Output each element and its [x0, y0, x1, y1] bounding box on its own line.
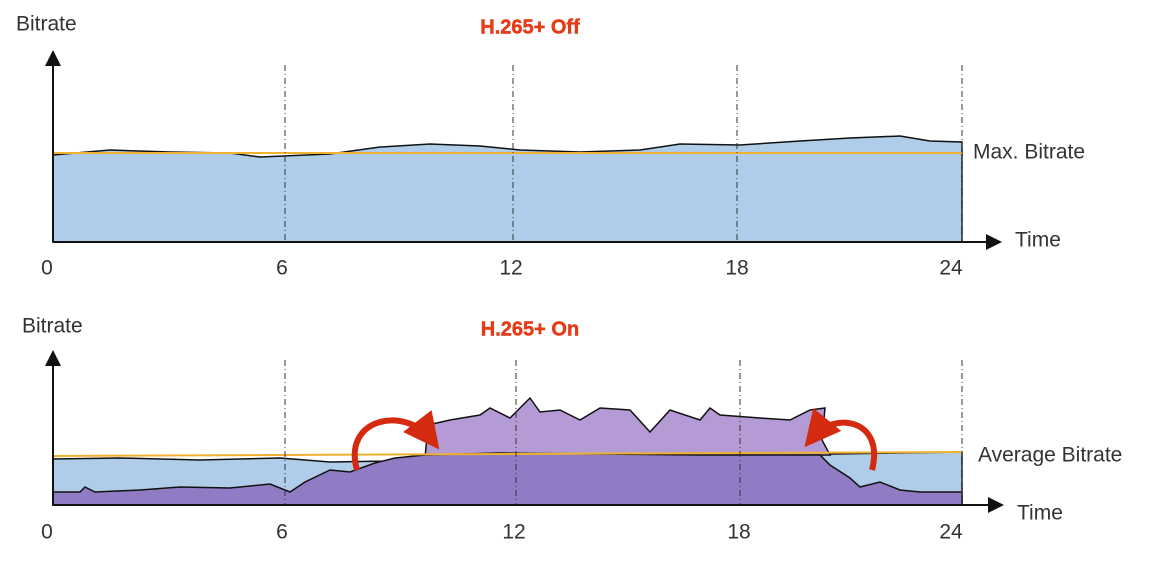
bitrate-area [52, 135, 963, 243]
line-label: Max. Bitrate [973, 141, 1085, 164]
x-label: Time [1017, 502, 1063, 525]
x-tick-label: 6 [276, 521, 288, 544]
shift-arrow [351, 410, 440, 471]
title: H.265+ On [481, 318, 579, 340]
peak-area [424, 396, 832, 459]
x-label: Time [1015, 229, 1061, 252]
x-tick-label: 6 [276, 257, 288, 280]
x-tick-label: 0 [41, 521, 53, 544]
x-tick-label: 0 [41, 257, 53, 280]
x-tick-label: 24 [939, 257, 963, 280]
y-label: Bitrate [22, 315, 83, 338]
x-tick-label: 12 [499, 257, 522, 280]
x-tick-label: 18 [725, 257, 748, 280]
panel-off: Bitrate H.265+ Off Max. Bitrate Time 0 6… [16, 13, 1085, 280]
average-bitrate-line [52, 451, 963, 457]
panel-on: Bitrate H.265+ On Average Bitrate Time 0… [22, 315, 1122, 544]
x-tick-label: 24 [939, 521, 963, 544]
y-label: Bitrate [16, 13, 77, 36]
line-label: Average Bitrate [978, 444, 1122, 467]
shift-arrow [804, 408, 877, 471]
x-tick-label: 18 [727, 521, 750, 544]
x-tick-label: 12 [502, 521, 525, 544]
title: H.265+ Off [480, 16, 580, 38]
